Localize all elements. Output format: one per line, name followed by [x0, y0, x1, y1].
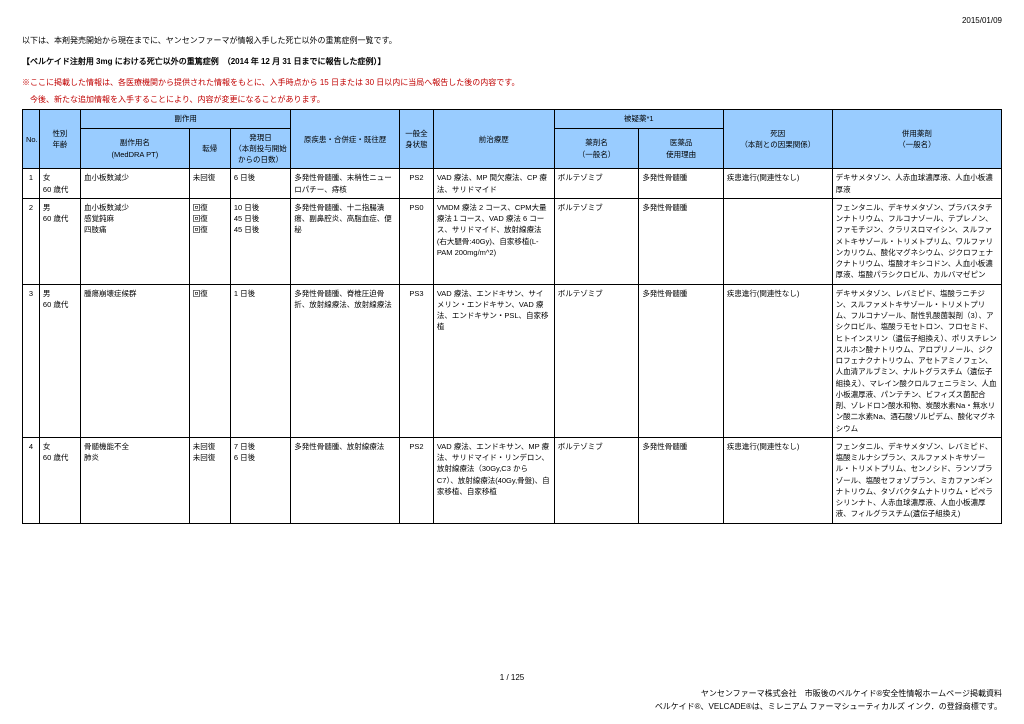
th-prev: 前治療歴 [433, 110, 554, 169]
cell-reason: 多発性骨髄腫 [639, 437, 724, 523]
cell-drug: ボルテゾミブ [554, 198, 639, 284]
cell-adr: 血小板数減少 [80, 169, 189, 199]
th-sex-age: 性別年齢 [39, 110, 80, 169]
cell-no: 3 [23, 284, 40, 437]
cell-outcome: 回復 [189, 284, 230, 437]
cell-general: PS3 [400, 284, 434, 437]
cell-prev: VAD 療法、エンドキサン、サイメリン・エンドキサン、VAD 療法、エンドキサン… [433, 284, 554, 437]
th-adr-group: 副作用 [80, 110, 290, 128]
th-onset: 発現日（本剤投与開始からの日数） [230, 128, 290, 169]
page-footer: 1 / 125 ヤンセンファーマ株式会社 市販後のベルケイド®安全性情報ホームペ… [22, 673, 1002, 714]
cell-prev: VMDM 療法 2 コース、CPM大量療法１コース、VAD 療法 6 コース、サ… [433, 198, 554, 284]
cell-cause: 疾患進行(関連性なし) [723, 284, 832, 437]
cell-concom: フェンタニル、デキサメタゾン、レバミピド、塩酸ミルナシプラン、スルファメトキサゾ… [832, 437, 1001, 523]
cell-concom: デキサメタゾン、人赤血球濃厚液、人血小板濃厚液 [832, 169, 1001, 199]
cell-sex_age: 女60 歳代 [39, 169, 80, 199]
cell-sex_age: 女60 歳代 [39, 437, 80, 523]
note-line-2: 今後、新たな追加情報を入手することにより、内容が変更になることがあります。 [22, 94, 1002, 105]
cell-sex_age: 男60 歳代 [39, 284, 80, 437]
cell-no: 2 [23, 198, 40, 284]
cell-cause: 疾患進行(関連性なし) [723, 169, 832, 199]
footer-line-2: ベルケイド®、VELCADE®は、ミレニアム ファーマシューティカルズ インク．… [22, 701, 1002, 714]
cell-concom: フェンタニル、デキサメタゾン、プラバスタチンナトリウム、フルコナゾール、テプレノ… [832, 198, 1001, 284]
table-row: 2男60 歳代血小板数減少感覚鈍麻四肢痛回復回復回復10 日後45 日後45 日… [23, 198, 1002, 284]
th-general: 一般全身状態 [400, 110, 434, 169]
cell-onset: 10 日後45 日後45 日後 [230, 198, 290, 284]
cell-prev: VAD 療法、MP 間欠療法、CP 療法、サリドマイド [433, 169, 554, 199]
th-disease: 原疾患・合併症・既往歴 [291, 110, 400, 169]
th-outcome: 転帰 [189, 128, 230, 169]
report-date: 2015/01/09 [22, 16, 1002, 25]
cell-onset: 6 日後 [230, 169, 290, 199]
cell-disease: 多発性骨髄腫、放射線療法 [291, 437, 400, 523]
cell-reason: 多発性骨髄腫 [639, 284, 724, 437]
intro-text: 以下は、本剤発売開始から現在までに、ヤンセンファーマが情報入手した死亡以外の重篤… [22, 35, 1002, 46]
table-row: 1女60 歳代血小板数減少未回復6 日後多発性骨髄腫、末梢性ニューロパチー、痔核… [23, 169, 1002, 199]
cell-disease: 多発性骨髄腫、末梢性ニューロパチー、痔核 [291, 169, 400, 199]
cell-onset: 7 日後6 日後 [230, 437, 290, 523]
th-no: No. [23, 110, 40, 169]
table-header: No. 性別年齢 副作用 原疾患・合併症・既往歴 一般全身状態 前治療歴 被疑薬… [23, 110, 1002, 169]
cell-reason: 多発性骨髄腫 [639, 169, 724, 199]
table-row: 3男60 歳代腫瘍崩壊症候群回復1 日後多発性骨髄腫、脊椎圧迫骨折、放射線療法、… [23, 284, 1002, 437]
footer-line-1: ヤンセンファーマ株式会社 市販後のベルケイド®安全性情報ホームページ掲載資料 [22, 688, 1002, 701]
note-line-1: ※ここに掲載した情報は、各医療機関から提供された情報をもとに、入手時点から 15… [22, 77, 1002, 88]
cell-general: PS2 [400, 169, 434, 199]
cell-disease: 多発性骨髄腫、十二指腸潰瘍、副鼻腔炎、高脂血症、便秘 [291, 198, 400, 284]
cell-drug: ボルテゾミブ [554, 169, 639, 199]
cell-drug: ボルテゾミブ [554, 284, 639, 437]
th-adr-name: 副作用名(MedDRA PT) [80, 128, 189, 169]
cell-cause [723, 198, 832, 284]
cell-general: PS0 [400, 198, 434, 284]
table-row: 4女60 歳代骨髄機能不全肺炎未回復未回復7 日後6 日後多発性骨髄腫、放射線療… [23, 437, 1002, 523]
th-concom: 併用薬剤（一般名） [832, 110, 1001, 169]
cell-outcome: 回復回復回復 [189, 198, 230, 284]
cell-prev: VAD 療法、エンドキサン、MP 療法、サリドマイド・リンデロン、放射線療法（3… [433, 437, 554, 523]
cell-concom: デキサメタゾン、レバミピド、塩酸ラニチジン、スルファメトキサゾール・トリメトプリ… [832, 284, 1001, 437]
cell-sex_age: 男60 歳代 [39, 198, 80, 284]
case-table: No. 性別年齢 副作用 原疾患・合併症・既往歴 一般全身状態 前治療歴 被疑薬… [22, 109, 1002, 523]
cell-cause: 疾患進行(関連性なし) [723, 437, 832, 523]
cell-no: 1 [23, 169, 40, 199]
cell-disease: 多発性骨髄腫、脊椎圧迫骨折、放射線療法、放射線療法 [291, 284, 400, 437]
th-suspect-group: 被疑薬*1 [554, 110, 723, 128]
th-drug: 薬剤名（一般名） [554, 128, 639, 169]
cell-general: PS2 [400, 437, 434, 523]
cell-adr: 腫瘍崩壊症候群 [80, 284, 189, 437]
th-reason: 医薬品使用理由 [639, 128, 724, 169]
cell-no: 4 [23, 437, 40, 523]
th-cause: 死因（本剤との因果関係） [723, 110, 832, 169]
page-number: 1 / 125 [22, 673, 1002, 682]
cell-adr: 血小板数減少感覚鈍麻四肢痛 [80, 198, 189, 284]
cell-adr: 骨髄機能不全肺炎 [80, 437, 189, 523]
cell-drug: ボルテゾミブ [554, 437, 639, 523]
cell-outcome: 未回復 [189, 169, 230, 199]
report-title: 【ベルケイド注射用 3mg における死亡以外の重篤症例 （2014 年 12 月… [22, 56, 1002, 67]
table-body: 1女60 歳代血小板数減少未回復6 日後多発性骨髄腫、末梢性ニューロパチー、痔核… [23, 169, 1002, 523]
cell-reason: 多発性骨髄腫 [639, 198, 724, 284]
cell-onset: 1 日後 [230, 284, 290, 437]
cell-outcome: 未回復未回復 [189, 437, 230, 523]
